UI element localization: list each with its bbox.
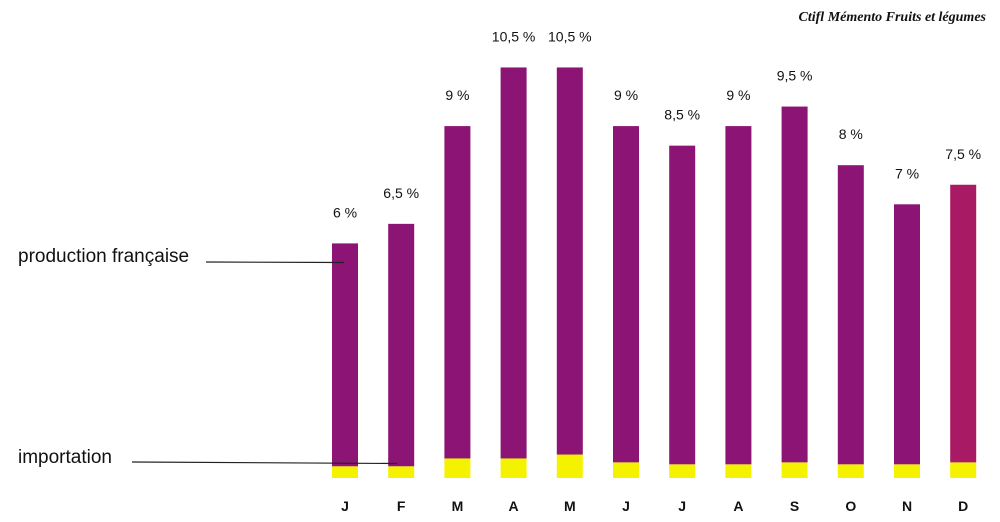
category-label-6: J xyxy=(622,498,630,514)
bar-importation-1 xyxy=(332,466,358,478)
category-label-11: N xyxy=(902,498,912,514)
category-label-8: A xyxy=(733,498,743,514)
category-label-7: J xyxy=(678,498,686,514)
category-label-12: D xyxy=(958,498,968,514)
value-label-11: 7 % xyxy=(895,165,919,181)
bar-production-7 xyxy=(669,145,696,465)
category-label-1: J xyxy=(341,498,349,514)
bar-importation-11 xyxy=(894,464,920,478)
legend-production-label: production française xyxy=(18,246,189,267)
value-label-8: 9 % xyxy=(726,87,750,103)
bar-importation-8 xyxy=(725,464,752,478)
bar-production-10 xyxy=(837,165,864,465)
bar-importation-6 xyxy=(613,462,639,478)
legend-importation-leader-line xyxy=(131,461,398,465)
value-label-3: 9 % xyxy=(445,87,469,103)
value-label-12: 7,5 % xyxy=(945,146,981,162)
value-label-4: 10,5 % xyxy=(492,28,536,44)
bar-production-4 xyxy=(500,67,527,459)
value-label-10: 8 % xyxy=(839,126,863,142)
value-label-6: 9 % xyxy=(614,87,638,103)
bar-production-2 xyxy=(388,223,415,467)
legend-importation-label: importation xyxy=(18,447,112,468)
bar-production-8 xyxy=(725,126,752,465)
bar-importation-5 xyxy=(556,454,583,478)
bar-production-1 xyxy=(332,243,358,467)
bar-production-11 xyxy=(894,204,920,465)
legend: production française importation xyxy=(18,246,398,468)
bar-importation-3 xyxy=(444,458,471,478)
value-label-9: 9,5 % xyxy=(777,68,813,84)
value-label-5: 10,5 % xyxy=(548,28,592,44)
bar-production-5 xyxy=(556,67,583,455)
category-label-10: O xyxy=(845,498,856,514)
category-label-4: A xyxy=(509,498,519,514)
value-label-7: 8,5 % xyxy=(664,107,700,123)
bar-importation-2 xyxy=(388,466,415,478)
category-label-2: F xyxy=(397,498,406,514)
bar-production-12 xyxy=(950,184,977,463)
value-label-1: 6 % xyxy=(333,204,357,220)
legend-production-leader-line xyxy=(205,261,345,264)
bar-importation-4 xyxy=(500,458,527,478)
bar-importation-12 xyxy=(950,462,977,478)
bar-production-9 xyxy=(781,106,808,463)
bar-production-3 xyxy=(444,126,471,459)
bars-layer xyxy=(332,67,977,478)
value-labels-layer: 6 % 6,5 % 9 % 10,5 % 10,5 % 9 % 8,5 % 9 % 9,5 % 8… xyxy=(333,28,981,220)
category-label-3: M xyxy=(452,498,464,514)
bar-importation-10 xyxy=(837,464,864,478)
bar-production-6 xyxy=(613,126,639,463)
category-label-9: S xyxy=(790,498,799,514)
category-label-5: M xyxy=(564,498,576,514)
value-label-2: 6,5 % xyxy=(383,185,419,201)
bar-importation-7 xyxy=(669,464,696,478)
bar-importation-9 xyxy=(781,462,808,478)
source-note: Ctifl Mémento Fruits et légumes xyxy=(798,10,986,25)
